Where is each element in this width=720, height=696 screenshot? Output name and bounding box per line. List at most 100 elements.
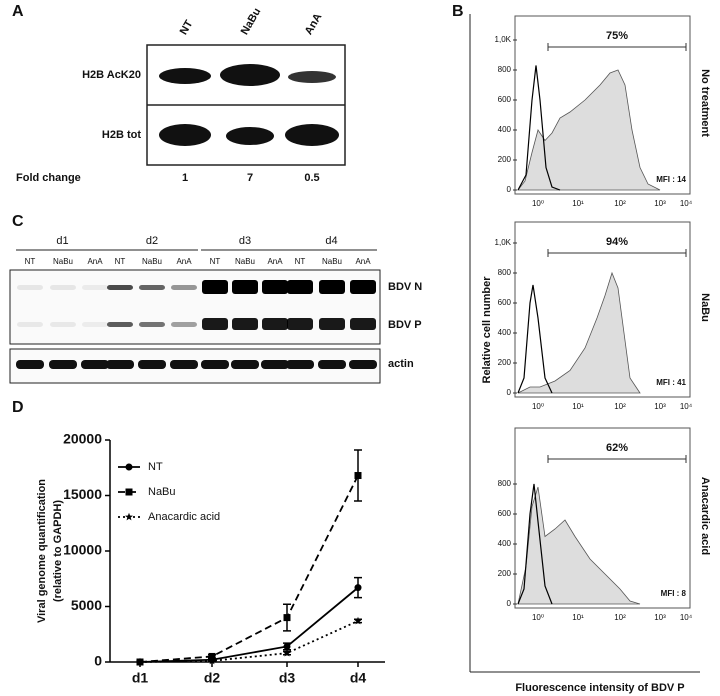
row-label: H2B tot	[102, 129, 141, 141]
band	[50, 285, 76, 290]
marker	[136, 657, 144, 666]
x-tick-label: 10⁴	[680, 402, 693, 411]
band	[139, 285, 165, 290]
band	[138, 360, 166, 369]
x-tick-label: 10³	[654, 199, 666, 208]
lane-label: NaBu	[142, 257, 162, 266]
marker	[354, 584, 362, 592]
x-tick-label: d1	[132, 670, 149, 686]
x-tick-label: 10⁰	[532, 199, 544, 208]
band	[49, 360, 77, 369]
band	[287, 280, 313, 294]
band	[319, 280, 345, 294]
fold-change: 1	[182, 172, 188, 184]
y-tick-label: 400	[498, 328, 512, 337]
legend-marker	[125, 512, 133, 521]
band-label: actin	[388, 358, 414, 370]
band	[232, 280, 258, 294]
x-tick-label: d4	[350, 670, 367, 686]
x-tick-label: 10¹	[572, 199, 584, 208]
y-axis-title: Viral genome quantification	[36, 479, 48, 623]
band	[262, 280, 288, 294]
histogram-frame	[514, 15, 691, 195]
panel-label: B	[452, 3, 464, 20]
western-blot	[146, 44, 346, 166]
histogram-control	[517, 65, 561, 191]
band	[350, 318, 376, 330]
band	[287, 318, 313, 330]
band	[318, 360, 346, 369]
y-tick-label: 200	[498, 155, 512, 164]
mfi-label: MFI : 41	[656, 378, 686, 387]
histogram-sample	[517, 271, 641, 394]
band	[107, 322, 133, 327]
fold-change: 7	[247, 172, 253, 184]
x-tick-label: 10¹	[572, 613, 584, 622]
y-tick-label: 20000	[63, 431, 102, 447]
band	[261, 360, 289, 369]
band	[50, 322, 76, 327]
gate-label: 94%	[606, 236, 628, 248]
legend-label: NT	[148, 461, 163, 473]
blot-frame	[9, 269, 381, 345]
lane-label: AnA	[267, 257, 283, 266]
histogram-frame	[514, 221, 691, 398]
lane-label: NT	[295, 257, 306, 266]
band	[262, 318, 288, 330]
y-tick-label: 400	[498, 125, 512, 134]
band	[82, 322, 108, 327]
day-label: d1	[56, 235, 68, 247]
lane-label: NaBu	[322, 257, 342, 266]
band	[82, 285, 108, 290]
x-tick-label: 10⁴	[680, 613, 693, 622]
fold-change-label: Fold change	[16, 172, 81, 184]
panel-label: D	[12, 399, 24, 416]
gate-label: 62%	[606, 442, 628, 454]
lane-label: AnA	[176, 257, 192, 266]
y-tick-label: 0	[507, 388, 512, 397]
band	[232, 318, 258, 330]
y-tick-label: 0	[94, 653, 102, 669]
histogram-sample	[517, 69, 661, 191]
y-tick-label: 1,0K	[495, 35, 512, 44]
condition-label: NaBu	[699, 293, 711, 322]
x-tick-label: 10³	[654, 402, 666, 411]
x-tick-label: d2	[204, 670, 221, 686]
series-line	[139, 475, 359, 663]
y-axis-title: Relative cell number	[481, 276, 493, 384]
day-label: d4	[325, 235, 337, 247]
y-axis-title: (relative to GAPDH)	[52, 500, 64, 602]
band	[319, 318, 345, 330]
condition-label: No treatment	[699, 69, 711, 137]
y-tick-label: 800	[498, 479, 512, 488]
marker	[283, 642, 291, 650]
band	[286, 360, 314, 369]
band	[202, 318, 228, 330]
histograms: 1,0K 800 600 400 200 0 75% MFI : 14 No treatment…	[495, 15, 711, 622]
y-tick-label: 0	[507, 185, 512, 194]
band	[171, 322, 197, 327]
row-label: H2B AcK20	[82, 69, 141, 81]
mfi-label: MFI : 8	[661, 589, 687, 598]
x-tick-label: 10²	[614, 402, 626, 411]
lane-label: NaBu	[235, 257, 255, 266]
histogram-control	[517, 483, 553, 605]
panel-label: C	[12, 213, 24, 230]
x-tick-label: 10⁰	[532, 402, 544, 411]
band	[202, 280, 228, 294]
x-axis-title: Fluorescence intensity of BDV P	[515, 682, 684, 694]
lane-label: NaBu	[53, 257, 73, 266]
y-tick-label: 200	[498, 358, 512, 367]
marker	[208, 656, 216, 665]
panel-c: d1 NT NaBu AnA d2 NT NaBu AnA d3 NT NaBu AnA d4 NT NaB…	[9, 235, 422, 384]
line-chart: 0 5000 10000 15000 20000 d1 d2 d3 d4 NT NaBu Anacar…	[63, 431, 385, 686]
histogram-sample	[517, 486, 641, 605]
lane-label: NT	[115, 257, 126, 266]
y-tick-label: 600	[498, 95, 512, 104]
band	[139, 322, 165, 327]
x-tick-label: 10²	[614, 613, 626, 622]
y-tick-label: 0	[507, 599, 512, 608]
marker	[283, 614, 291, 622]
y-tick-label: 10000	[63, 542, 102, 558]
x-tick-label: 10⁴	[680, 199, 693, 208]
